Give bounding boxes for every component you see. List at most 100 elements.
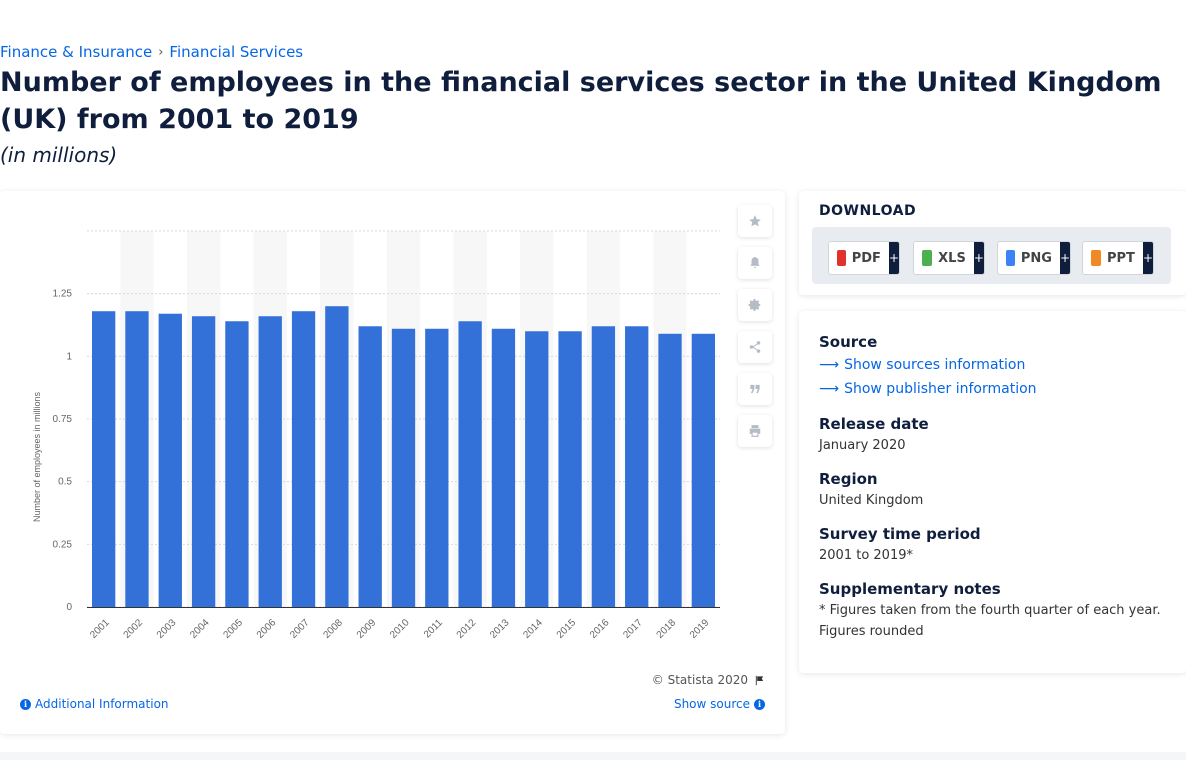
bar-chart: 0 0.25 0.5 0.75 1 1.25 2001 2002 2003 2004 2005 200…: [32, 230, 720, 641]
region-value: United Kingdom: [819, 493, 924, 508]
bar-2005: [225, 321, 249, 607]
show-sources-label: Show sources information: [844, 357, 1026, 373]
settings-button[interactable]: [738, 289, 772, 321]
x-tick-label: 2002: [122, 617, 146, 641]
info-icon: i: [20, 698, 31, 710]
bar-2012: [458, 321, 482, 607]
x-tick-label: 2004: [188, 617, 212, 641]
download-ppt-plus: +: [1142, 242, 1153, 274]
x-tick-label: 2001: [88, 617, 112, 641]
supplementary-notes-heading: Supplementary notes: [819, 580, 1001, 598]
download-title: DOWNLOAD: [819, 203, 917, 219]
x-tick-label: 2018: [655, 617, 679, 641]
survey-period-heading: Survey time period: [819, 525, 981, 543]
info-icon: i: [754, 698, 765, 710]
star-icon: [749, 215, 761, 227]
favorite-button[interactable]: [738, 205, 772, 237]
bar-2011: [425, 328, 449, 607]
x-tick-label: 2007: [288, 617, 312, 641]
xls-file-icon: [922, 250, 933, 266]
arrow-right-icon: ⟶: [819, 381, 840, 397]
bar-2013: [491, 328, 516, 607]
x-tick-label: 2014: [521, 617, 545, 641]
bar-2019: [691, 333, 716, 607]
bar-2002: [125, 311, 149, 607]
release-date-heading: Release date: [819, 415, 929, 433]
quote-icon: [750, 384, 760, 394]
breadcrumb-separator: ›: [158, 44, 164, 60]
show-source-link[interactable]: Show source i: [674, 697, 765, 711]
x-tick-label: 2016: [588, 617, 612, 641]
x-tick-label: 2017: [621, 617, 645, 641]
bar-2004: [191, 316, 216, 607]
copyright-text: © Statista 2020: [651, 673, 748, 687]
x-tick-label: 2008: [321, 617, 345, 641]
bar-2007: [291, 311, 316, 607]
download-xls-plus: +: [973, 242, 984, 274]
pdf-file-icon: [837, 250, 846, 266]
png-file-icon: [1006, 250, 1015, 266]
chart-toolbar: [738, 205, 772, 447]
y-tick-label: 1.25: [53, 289, 73, 300]
download-xls-button[interactable]: XLS +: [913, 241, 985, 275]
flag-icon[interactable]: [754, 675, 765, 686]
release-date-value: January 2020: [819, 438, 906, 453]
x-tick-label: 2012: [455, 617, 479, 641]
bar-2016: [591, 326, 616, 607]
bar-2006: [258, 316, 282, 607]
x-tick-label: 2011: [422, 617, 445, 640]
arrow-right-icon: ⟶: [819, 357, 840, 373]
y-tick-label: 0: [66, 602, 72, 613]
source-heading: Source: [819, 333, 878, 351]
download-png-button[interactable]: PNG +: [997, 241, 1071, 275]
copyright-notice: © Statista 2020: [652, 673, 765, 687]
page-title: Number of employees in the financial ser…: [0, 67, 1162, 135]
ppt-file-icon: [1091, 250, 1101, 266]
region-heading: Region: [819, 470, 878, 488]
y-tick-label: 1: [66, 351, 72, 362]
bar-2015: [558, 331, 582, 607]
y-axis-label: Number of employees in millions: [32, 391, 42, 522]
x-tick-label: 2006: [255, 617, 279, 641]
print-icon: [749, 425, 761, 437]
bar-2017: [625, 326, 649, 607]
page-subtitle: (in millions): [0, 143, 118, 167]
x-tick-label: 2005: [222, 617, 246, 641]
statistic-info-card: Source ⟶ Show sources information ⟶ Show…: [799, 311, 1186, 673]
bar-2014: [525, 331, 549, 607]
download-ppt-button[interactable]: PPT +: [1082, 241, 1154, 275]
bar-2008: [325, 306, 349, 607]
bar-2009: [358, 326, 382, 607]
breadcrumb: Finance & Insurance › Financial Services: [0, 43, 303, 61]
notification-button[interactable]: [738, 247, 772, 279]
x-tick-label: 2013: [488, 617, 512, 641]
x-tick-label: 2003: [155, 617, 179, 641]
show-publisher-link[interactable]: ⟶ Show publisher information: [819, 381, 1037, 397]
x-tick-label: 2010: [388, 617, 412, 641]
y-tick-label: 0.75: [53, 414, 73, 425]
cite-button[interactable]: [738, 373, 772, 405]
show-source-label: Show source: [673, 697, 750, 711]
download-tray: PDF + XLS + PNG + PPT +: [812, 227, 1171, 284]
breadcrumb-link-financial-services[interactable]: Financial Services: [169, 43, 304, 61]
print-button[interactable]: [738, 415, 772, 447]
share-icon: [749, 341, 761, 353]
show-sources-link[interactable]: ⟶ Show sources information: [819, 357, 1025, 373]
supplementary-notes-value: * Figures taken from the fourth quarter …: [819, 603, 1161, 639]
survey-period-value: 2001 to 2019*: [819, 548, 913, 563]
download-card: DOWNLOAD PDF + XLS + PNG + PPT +: [799, 191, 1186, 295]
breadcrumb-link-finance-insurance[interactable]: Finance & Insurance: [0, 43, 153, 61]
download-png-plus: +: [1059, 242, 1070, 274]
show-publisher-label: Show publisher information: [844, 381, 1037, 397]
additional-information-label: Additional Information: [35, 697, 169, 711]
gear-icon: [748, 299, 761, 311]
bar-2003: [158, 313, 182, 607]
bar-2001: [91, 311, 116, 607]
y-tick-label: 0.25: [53, 539, 73, 550]
share-button[interactable]: [738, 331, 772, 363]
x-tick-label: 2019: [688, 617, 712, 641]
download-pdf-button[interactable]: PDF +: [828, 241, 900, 275]
download-png-label: PNG: [1020, 250, 1052, 266]
download-pdf-label: PDF: [851, 250, 881, 266]
additional-information-link[interactable]: i Additional Information: [20, 697, 169, 711]
